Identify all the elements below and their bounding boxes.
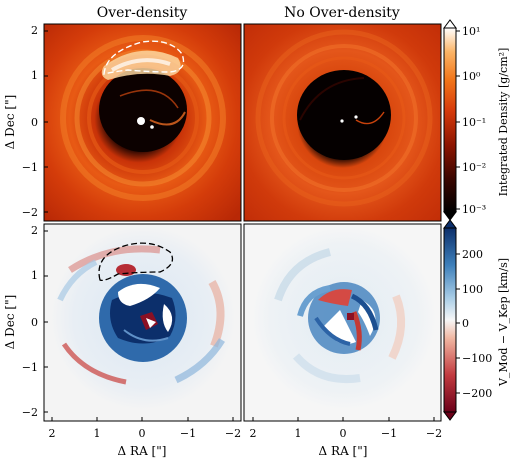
- y-tick-label: 1: [31, 269, 38, 282]
- y-tick-label: −2: [22, 206, 38, 219]
- cbar-tick-label: 10⁰: [462, 70, 481, 83]
- y-tick-label: −1: [22, 361, 38, 374]
- companion-marker: [354, 115, 358, 119]
- x-axis-right: 2 1 0 −1 −2 Δ RA ["]: [250, 427, 443, 458]
- over-density-contour: [103, 40, 185, 75]
- density-panel-no-over-density: [244, 24, 441, 221]
- x-axis-left: 2 1 0 −1 −2 Δ RA ["]: [49, 427, 242, 458]
- cbar-tick-label: 100: [462, 283, 483, 296]
- x-tick-label: −1: [381, 427, 397, 440]
- y-tick-label: 0: [31, 116, 38, 129]
- central-star-marker: [137, 117, 145, 125]
- y-tick-label: 0: [31, 316, 38, 329]
- cbar-tick-label: −200: [462, 387, 492, 400]
- velocity-colorbar-label: V_Mod − V_Kep [km/s]: [497, 258, 510, 387]
- x-tick-label: 1: [94, 427, 101, 440]
- x-axis-label: Δ RA ["]: [319, 444, 368, 458]
- y-tick-label: 2: [31, 224, 38, 237]
- y-axis-label: Δ Dec ["]: [3, 95, 17, 150]
- y-tick-label: 1: [31, 69, 38, 82]
- x-axis-label: Δ RA ["]: [118, 444, 167, 458]
- cbar-tick-label: 200: [462, 248, 483, 261]
- y-axis-top: 2 1 0 −1 −2 Δ Dec ["]: [3, 24, 38, 219]
- title-over-density: Over-density: [97, 5, 188, 21]
- central-star-marker: [340, 119, 344, 123]
- y-tick-label: −2: [22, 406, 38, 419]
- y-axis-label: Δ Dec ["]: [3, 295, 17, 350]
- cbar-tick-label: 10⁻²: [462, 161, 486, 174]
- x-tick-label: −2: [225, 427, 241, 440]
- over-density-clump: [101, 50, 181, 80]
- density-colorbar-label: Integrated Density [g/cm²]: [497, 48, 510, 197]
- x-tick-label: 0: [340, 427, 347, 440]
- x-tick-label: 2: [49, 427, 56, 440]
- density-panel-over-density: [44, 24, 241, 221]
- velocity-panel-no-over-density: [244, 224, 441, 421]
- cbar-tick-label: 10¹: [462, 25, 480, 38]
- y-axis-bottom: 2 1 0 −1 −2 Δ Dec ["]: [3, 224, 38, 419]
- x-tick-label: 0: [139, 427, 146, 440]
- density-colorbar: 10¹ 10⁰ 10⁻¹ 10⁻² 10⁻³ Integrated Densit…: [443, 19, 510, 221]
- cbar-tick-label: 10⁻¹: [462, 116, 486, 129]
- cbar-tick-label: −100: [462, 352, 492, 365]
- x-tick-label: 2: [250, 427, 257, 440]
- title-no-over-density: No Over-density: [284, 5, 400, 21]
- cbar-tick-label: 0: [462, 317, 469, 330]
- companion-marker: [150, 125, 154, 129]
- x-tick-label: −1: [180, 427, 196, 440]
- cbar-tick-label: 10⁻³: [462, 203, 486, 216]
- y-tick-label: 2: [31, 24, 38, 37]
- y-tick-label: −1: [22, 161, 38, 174]
- tick-marks: [44, 30, 435, 421]
- velocity-colorbar: 200 100 0 −100 −200 V_Mod − V_Kep [km/s]: [443, 219, 510, 421]
- velocity-panel-over-density: [44, 224, 241, 421]
- x-tick-label: 1: [295, 427, 302, 440]
- over-density-contour: [98, 242, 174, 282]
- x-tick-label: −2: [426, 427, 442, 440]
